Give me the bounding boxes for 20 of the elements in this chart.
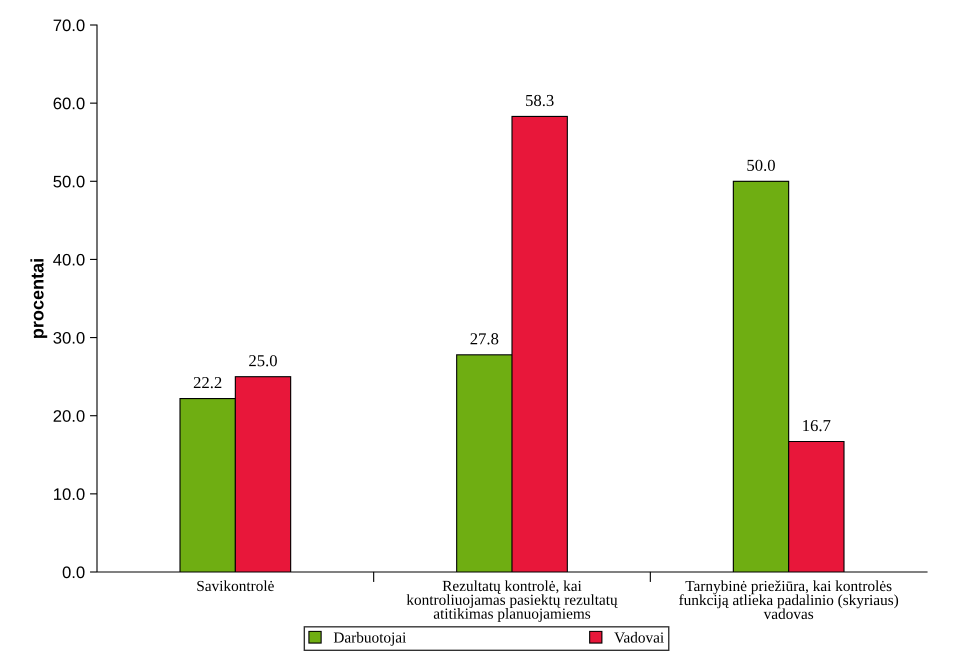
y-tick-label: 70.0	[54, 19, 85, 32]
y-tick-label: 30.0	[53, 332, 85, 344]
x-tick-label: Tarnybinė priežiūra, kai kontrolės funkciją atlieka padalinio (skyriaus) vadovas	[679, 580, 898, 620]
y-tick-label: 40.0	[53, 254, 85, 266]
legend-label: Vadovai	[614, 632, 664, 643]
y-tick-label: 20.0	[54, 410, 85, 422]
data-label: 25.0	[249, 355, 277, 366]
data-label: 50.0	[747, 160, 775, 172]
legend-label: Darbuotojai	[334, 632, 406, 646]
y-axis-title: procentai	[30, 259, 48, 338]
data-label: 16.7	[803, 420, 830, 432]
y-tick-label: 50.0	[53, 176, 85, 188]
data-label: 22.2	[194, 376, 222, 388]
y-tick-label: 0.0	[62, 566, 85, 578]
data-label: 27.8	[470, 333, 498, 345]
y-tick-label: 60.0	[54, 98, 85, 110]
y-tick-label: 10.0	[54, 488, 85, 500]
data-label: 58.3	[526, 94, 554, 106]
x-tick-label: Savikontrolė	[197, 580, 274, 592]
x-tick-label: Rezultatų kontrolė, kai kontroliuojamas pasiektų rezultatų atitikimas planuojamiems	[406, 580, 618, 622]
